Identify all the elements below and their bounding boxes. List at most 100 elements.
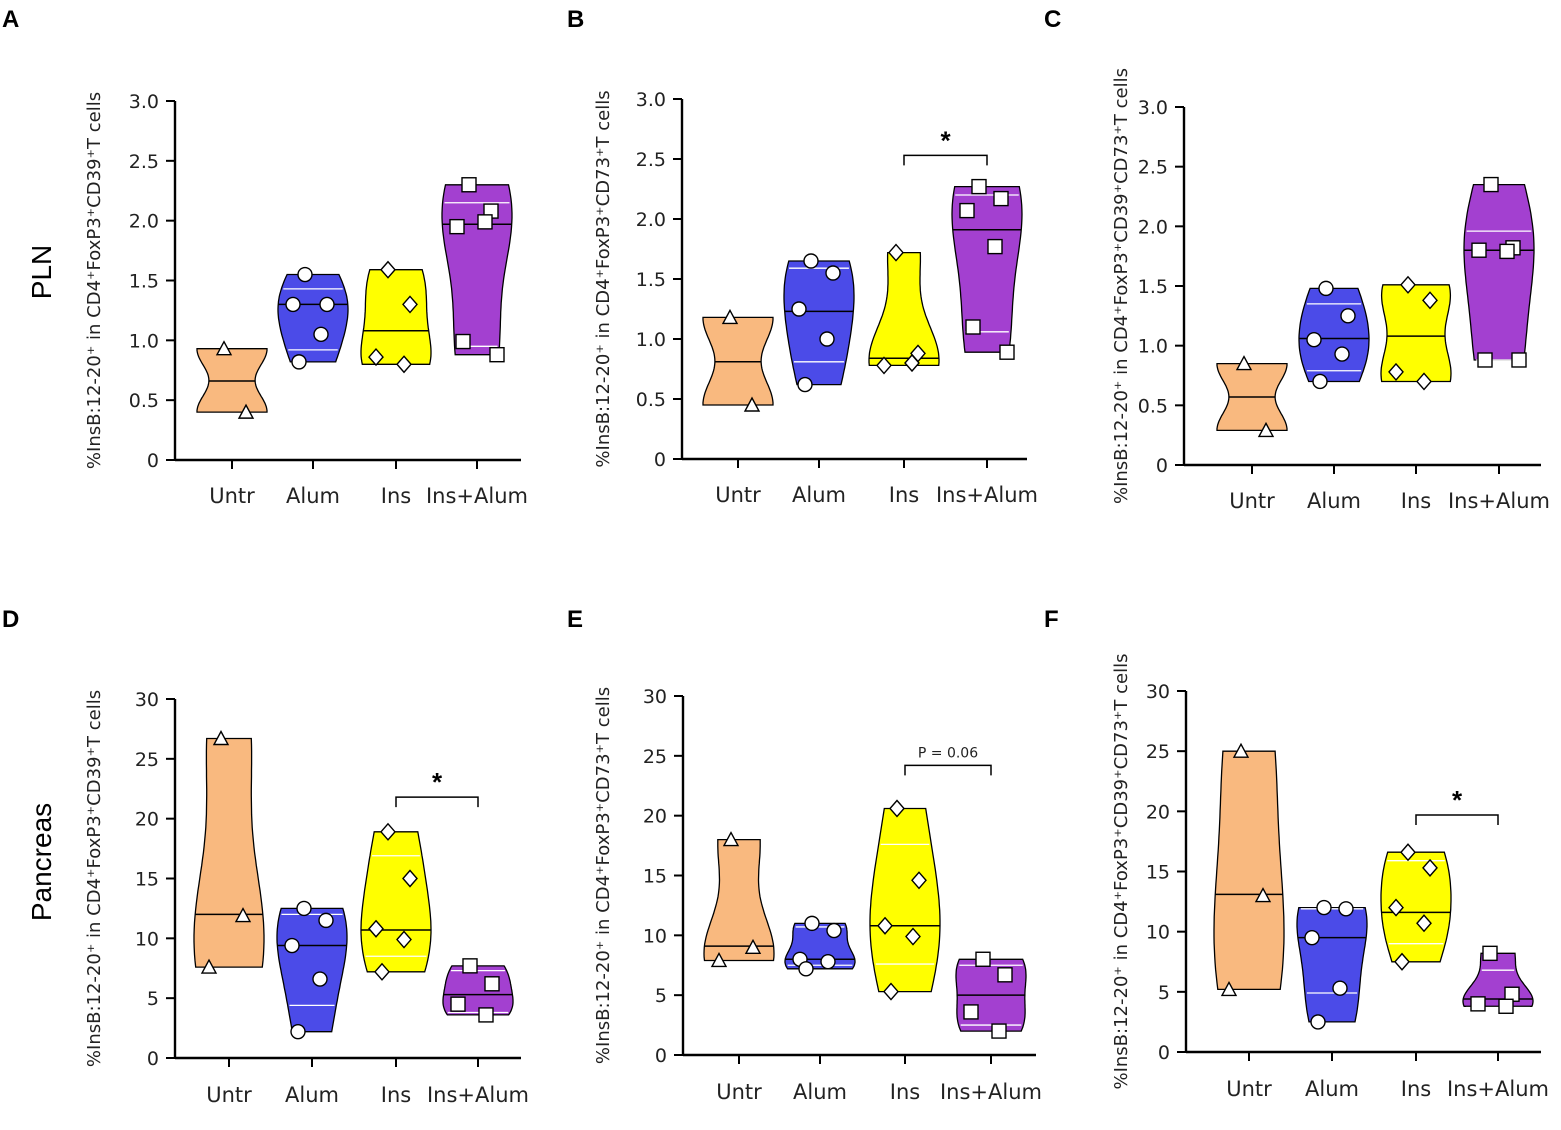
data-point	[396, 930, 412, 949]
data-point	[963, 1004, 979, 1020]
data-point	[889, 799, 905, 818]
x-tick-label-untr: Untr	[209, 484, 255, 508]
data-point	[1498, 998, 1514, 1014]
violin-body	[703, 838, 775, 962]
y-tick-label: 1.0	[1138, 336, 1168, 358]
data-point	[290, 1023, 306, 1040]
data-point	[825, 265, 841, 281]
data-point	[1388, 362, 1404, 381]
data-point	[1416, 914, 1432, 933]
data-point	[212, 730, 230, 746]
y-tick-label: 0	[147, 1048, 159, 1070]
data-point	[1304, 929, 1320, 946]
violin-ins-plus-alum	[441, 177, 513, 363]
x-tick-label-ins-plus-alum: Ins+Alum	[427, 1083, 529, 1107]
panel-c: C 0 0.5 1.0 1.5 2.0 2.5 3.0 %InsB:12-20⁺ in CD4⁺…	[1044, 6, 1550, 513]
data-point	[396, 355, 412, 374]
data-point	[1316, 899, 1332, 916]
data-point	[455, 333, 471, 350]
data-point	[1482, 945, 1498, 962]
significance-label: *	[1452, 785, 1463, 815]
violin-body	[1463, 183, 1535, 361]
panel-letter: A	[2, 6, 19, 33]
y-tick-label: 20	[1146, 801, 1170, 823]
significance-bracket: *	[903, 125, 988, 166]
data-point	[1232, 742, 1250, 758]
y-tick-label: 30	[135, 689, 159, 711]
data-point	[1338, 901, 1354, 917]
y-tick-label: 0	[147, 450, 159, 472]
panel-a: A 0 0.5 1.0 1.5 2.0 2.5 3.0 %InsB:12-20⁺ in CD4⁺…	[2, 6, 528, 508]
violin-ins-plus-alum	[1463, 176, 1535, 368]
data-point	[791, 301, 807, 317]
data-point	[291, 354, 307, 370]
data-point	[1235, 355, 1253, 371]
data-point	[1332, 980, 1348, 996]
data-point	[318, 912, 334, 929]
data-point	[1422, 291, 1438, 310]
y-tick-label: 3.0	[129, 91, 159, 113]
data-point	[1422, 858, 1438, 877]
violin-body	[869, 807, 941, 993]
panel-letter: F	[1044, 606, 1059, 633]
data-point	[710, 951, 728, 968]
violin-ins	[868, 243, 940, 375]
y-tick-label: 2.5	[129, 151, 159, 173]
data-point	[461, 177, 477, 193]
y-tick-label: 2.5	[636, 149, 666, 171]
significance-label: *	[432, 767, 443, 797]
data-point	[380, 260, 396, 279]
violin-alum	[784, 915, 856, 977]
x-tick-label-alum: Alum	[793, 1080, 847, 1104]
data-point	[975, 951, 991, 967]
violin-untr	[703, 831, 775, 968]
data-point	[402, 869, 418, 888]
x-tick-label-alum: Alum	[285, 1083, 339, 1107]
y-axis-label: %InsB:12-20⁺ in CD4⁺FoxP3⁺CD39⁺CD73⁺T ce…	[1111, 653, 1132, 1089]
violin-body	[1380, 851, 1452, 963]
violin-body	[276, 907, 348, 1033]
violin-ins	[869, 799, 941, 1001]
violin-body	[360, 269, 432, 365]
data-point	[484, 976, 500, 992]
y-tick-label: 5	[147, 988, 159, 1010]
data-point	[820, 953, 836, 970]
violin-untr	[702, 308, 774, 412]
data-point	[797, 376, 813, 393]
x-tick-label-untr: Untr	[1226, 1077, 1272, 1101]
data-point	[993, 190, 1009, 207]
y-tick-label: 1.0	[129, 330, 159, 352]
bracket-line	[395, 796, 479, 808]
violin-ins	[360, 822, 432, 981]
x-tick-label-untr: Untr	[206, 1083, 252, 1107]
data-point	[313, 326, 329, 343]
data-point	[1483, 176, 1499, 193]
y-tick-label: 1.5	[1138, 276, 1168, 298]
x-tick-label-ins: Ins	[1401, 1077, 1431, 1101]
x-tick-label-ins: Ins	[889, 483, 919, 507]
y-tick-label: 2.0	[129, 211, 159, 233]
data-point	[1499, 243, 1515, 260]
data-point	[200, 958, 218, 974]
y-tick-label: 15	[1146, 862, 1170, 884]
panel-letter: B	[567, 6, 584, 33]
y-tick-label: 25	[1146, 741, 1170, 763]
x-tick-label-alum: Alum	[286, 484, 340, 508]
data-point	[959, 202, 975, 219]
violin-alum	[783, 253, 855, 393]
x-tick-label-untr: Untr	[1229, 489, 1275, 513]
y-axis-label: %InsB:12-20⁺ in CD4⁺FoxP3⁺CD73⁺T cells	[593, 90, 614, 467]
x-tick-label-ins-plus-alum: Ins+Alum	[940, 1080, 1042, 1104]
data-point	[234, 907, 252, 923]
data-point	[462, 958, 478, 974]
x-tick-label-untr: Untr	[715, 483, 761, 507]
data-point	[744, 938, 762, 954]
data-point	[368, 919, 384, 938]
y-tick-label: 0	[1158, 1042, 1170, 1064]
data-point	[1340, 308, 1356, 324]
violin-alum	[1296, 899, 1368, 1030]
y-tick-label: 10	[643, 925, 667, 947]
data-point	[819, 331, 835, 347]
data-point	[1310, 1014, 1326, 1030]
panel-letter: E	[567, 606, 583, 633]
